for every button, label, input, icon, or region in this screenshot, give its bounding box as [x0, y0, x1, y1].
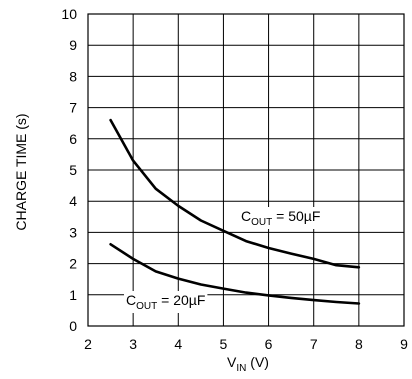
y-tick-label-7: 7	[69, 100, 77, 116]
series-label-20uf: COUT = 20µF	[126, 292, 205, 312]
series-label-20uf-main: C	[126, 292, 136, 308]
series-label-50uf-suffix: = 50µF	[272, 208, 320, 224]
series-line-1	[109, 243, 361, 305]
y-tick-labels: 0 1 2 3 4 5 6 7 8 9 10	[61, 6, 77, 334]
y-tick-label-5: 5	[69, 162, 77, 178]
y-tick-label-0: 0	[69, 318, 77, 334]
x-tick-label-3: 3	[129, 336, 137, 352]
y-axis-label: CHARGE TIME (s)	[13, 113, 29, 230]
x-axis-label-sub: IN	[236, 363, 246, 374]
y-tick-label-3: 3	[69, 224, 77, 240]
plot-frame	[87, 13, 405, 327]
series-label-50uf: COUT = 50µF	[241, 208, 320, 228]
x-tick-label-8: 8	[355, 336, 363, 352]
series-line-0	[109, 118, 361, 269]
y-tick-label-2: 2	[69, 256, 77, 272]
y-tick-label-4: 4	[69, 193, 77, 209]
x-axis-label: VIN (V)	[227, 354, 269, 374]
x-tick-label-5: 5	[220, 336, 228, 352]
x-tick-labels: 2 3 4 5 6 7 8 9	[84, 336, 408, 352]
x-tick-label-6: 6	[265, 336, 273, 352]
series-label-20uf-background	[124, 291, 208, 313]
series-label-20uf-suffix: = 20µF	[157, 292, 205, 308]
y-tick-label-8: 8	[69, 68, 77, 84]
series-label-50uf-sub: OUT	[251, 217, 272, 228]
x-tick-label-9: 9	[400, 336, 408, 352]
y-tick-label-6: 6	[69, 131, 77, 147]
x-tick-label-4: 4	[174, 336, 182, 352]
series-label-50uf-main: C	[241, 208, 251, 224]
x-axis-label-suffix: (V)	[246, 354, 269, 370]
series-lines	[109, 118, 361, 305]
series-label-50uf-background	[239, 207, 323, 229]
y-tick-label-9: 9	[69, 37, 77, 53]
x-tick-label-2: 2	[84, 336, 92, 352]
grid-lines	[87, 13, 405, 327]
x-axis-label-main: V	[227, 354, 237, 370]
y-tick-label-10: 10	[61, 6, 77, 22]
y-tick-label-1: 1	[69, 287, 77, 303]
series-label-20uf-sub: OUT	[136, 301, 157, 312]
x-tick-label-7: 7	[310, 336, 318, 352]
